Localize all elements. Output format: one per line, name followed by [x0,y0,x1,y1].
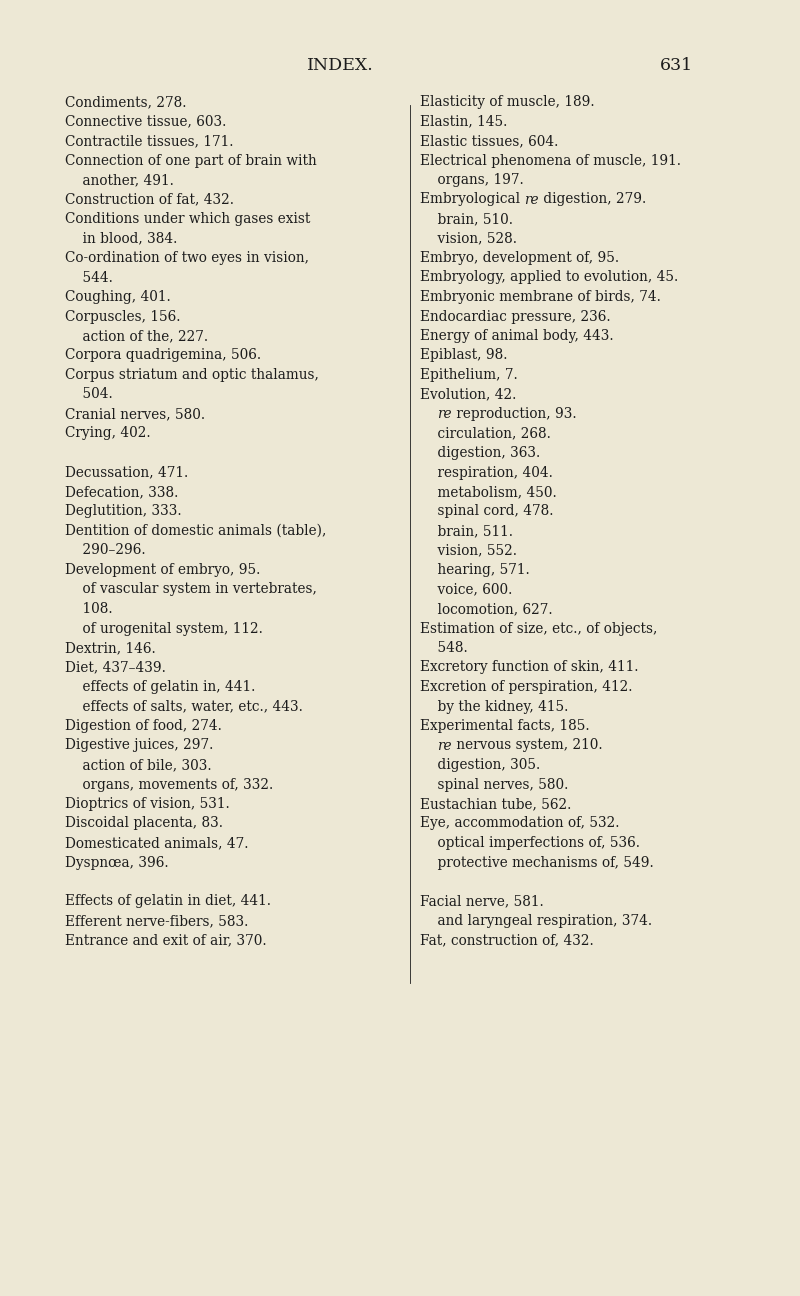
Text: organs, movements of, 332.: organs, movements of, 332. [65,778,274,792]
Text: Efferent nerve-fibers, 583.: Efferent nerve-fibers, 583. [65,914,248,928]
Text: 108.: 108. [65,603,113,616]
Text: metabolism, 450.: metabolism, 450. [420,485,557,499]
Text: Discoidal placenta, 83.: Discoidal placenta, 83. [65,816,223,831]
Text: Cranial nerves, 580.: Cranial nerves, 580. [65,407,205,421]
Text: respiration, 404.: respiration, 404. [420,465,553,480]
Text: optical imperfections of, 536.: optical imperfections of, 536. [420,836,640,850]
Text: re: re [438,739,452,753]
Text: Elastic tissues, 604.: Elastic tissues, 604. [420,133,558,148]
Text: Corpuscles, 156.: Corpuscles, 156. [65,310,181,324]
Text: digestion, 279.: digestion, 279. [539,193,646,206]
Text: and laryngeal respiration, 374.: and laryngeal respiration, 374. [420,914,652,928]
Text: Condiments, 278.: Condiments, 278. [65,95,186,109]
Text: Excretion of perspiration, 412.: Excretion of perspiration, 412. [420,680,633,693]
Text: 631: 631 [660,57,693,74]
Text: circulation, 268.: circulation, 268. [420,426,551,441]
Text: Defecation, 338.: Defecation, 338. [65,485,178,499]
Text: Epiblast, 98.: Epiblast, 98. [420,349,507,363]
Text: vision, 552.: vision, 552. [420,543,517,557]
Text: Epithelium, 7.: Epithelium, 7. [420,368,518,382]
Text: Coughing, 401.: Coughing, 401. [65,290,170,305]
Text: Contractile tissues, 171.: Contractile tissues, 171. [65,133,234,148]
Text: digestion, 305.: digestion, 305. [420,758,540,772]
Text: Elasticity of muscle, 189.: Elasticity of muscle, 189. [420,95,594,109]
Text: Diet, 437–439.: Diet, 437–439. [65,661,166,674]
Text: Crying, 402.: Crying, 402. [65,426,150,441]
Text: Effects of gelatin in diet, 441.: Effects of gelatin in diet, 441. [65,894,271,908]
Text: INDEX.: INDEX. [306,57,374,74]
Text: Deglutition, 333.: Deglutition, 333. [65,504,182,518]
Text: digestion, 363.: digestion, 363. [420,446,540,460]
Text: Endocardiac pressure, 236.: Endocardiac pressure, 236. [420,310,610,324]
Text: Entrance and exit of air, 370.: Entrance and exit of air, 370. [65,933,266,947]
Text: effects of gelatin in, 441.: effects of gelatin in, 441. [65,680,255,693]
Text: Decussation, 471.: Decussation, 471. [65,465,188,480]
Text: Conditions under which gases exist: Conditions under which gases exist [65,213,310,226]
Text: protective mechanisms of, 549.: protective mechanisms of, 549. [420,855,654,870]
Text: organs, 197.: organs, 197. [420,172,524,187]
Text: Dentition of domestic animals (table),: Dentition of domestic animals (table), [65,524,326,538]
Text: Embryological: Embryological [420,193,525,206]
Text: action of the, 227.: action of the, 227. [65,329,208,343]
Text: Energy of animal body, 443.: Energy of animal body, 443. [420,329,614,343]
Text: Domesticated animals, 47.: Domesticated animals, 47. [65,836,249,850]
Text: action of bile, 303.: action of bile, 303. [65,758,212,772]
Text: Digestive juices, 297.: Digestive juices, 297. [65,739,214,753]
Text: Experimental facts, 185.: Experimental facts, 185. [420,719,590,734]
Text: Dextrin, 146.: Dextrin, 146. [65,642,156,654]
Text: Corpora quadrigemina, 506.: Corpora quadrigemina, 506. [65,349,261,363]
Text: 290–296.: 290–296. [65,543,146,557]
Text: another, 491.: another, 491. [65,172,174,187]
Text: spinal cord, 478.: spinal cord, 478. [420,504,554,518]
Text: Dioptrics of vision, 531.: Dioptrics of vision, 531. [65,797,230,811]
Text: Fat, construction of, 432.: Fat, construction of, 432. [420,933,594,947]
Text: 544.: 544. [65,271,113,285]
Text: nervous system, 210.: nervous system, 210. [452,739,602,753]
Text: Electrical phenomena of muscle, 191.: Electrical phenomena of muscle, 191. [420,153,681,167]
Text: re: re [525,193,539,206]
Text: Co-ordination of two eyes in vision,: Co-ordination of two eyes in vision, [65,251,309,264]
Text: Embryology, applied to evolution, 45.: Embryology, applied to evolution, 45. [420,271,678,285]
Text: brain, 511.: brain, 511. [420,524,513,538]
Text: Elastin, 145.: Elastin, 145. [420,114,507,128]
Text: Digestion of food, 274.: Digestion of food, 274. [65,719,222,734]
Text: by the kidney, 415.: by the kidney, 415. [420,700,568,714]
Text: Embryo, development of, 95.: Embryo, development of, 95. [420,251,619,264]
Text: voice, 600.: voice, 600. [420,582,512,596]
Text: hearing, 571.: hearing, 571. [420,562,530,577]
Text: Connective tissue, 603.: Connective tissue, 603. [65,114,226,128]
Text: in blood, 384.: in blood, 384. [65,232,178,245]
Text: brain, 510.: brain, 510. [420,213,513,226]
Text: Development of embryo, 95.: Development of embryo, 95. [65,562,260,577]
Text: Eustachian tube, 562.: Eustachian tube, 562. [420,797,571,811]
Text: Dyspnœa, 396.: Dyspnœa, 396. [65,855,169,870]
Text: spinal nerves, 580.: spinal nerves, 580. [420,778,568,792]
Text: Eye, accommodation of, 532.: Eye, accommodation of, 532. [420,816,619,831]
Text: Embryonic membrane of birds, 74.: Embryonic membrane of birds, 74. [420,290,661,305]
Text: reproduction, 93.: reproduction, 93. [452,407,577,421]
Text: Connection of one part of brain with: Connection of one part of brain with [65,153,317,167]
Text: Facial nerve, 581.: Facial nerve, 581. [420,894,544,908]
Text: of vascular system in vertebrates,: of vascular system in vertebrates, [65,582,317,596]
Text: vision, 528.: vision, 528. [420,232,517,245]
Text: Corpus striatum and optic thalamus,: Corpus striatum and optic thalamus, [65,368,319,382]
Text: effects of salts, water, etc., 443.: effects of salts, water, etc., 443. [65,700,303,714]
Text: Evolution, 42.: Evolution, 42. [420,388,516,402]
Text: re: re [438,407,452,421]
Text: Excretory function of skin, 411.: Excretory function of skin, 411. [420,661,638,674]
Text: 504.: 504. [65,388,113,402]
Text: 548.: 548. [420,642,468,654]
Text: Construction of fat, 432.: Construction of fat, 432. [65,193,234,206]
Text: Estimation of size, etc., of objects,: Estimation of size, etc., of objects, [420,622,658,635]
Text: locomotion, 627.: locomotion, 627. [420,603,553,616]
Text: of urogenital system, 112.: of urogenital system, 112. [65,622,263,635]
